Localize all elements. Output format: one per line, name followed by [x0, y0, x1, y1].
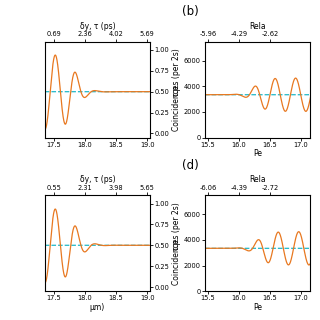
Text: (b): (b) [182, 5, 199, 18]
X-axis label: Pe: Pe [253, 149, 262, 158]
X-axis label: μm): μm) [90, 303, 105, 312]
X-axis label: Pe: Pe [253, 303, 262, 312]
Y-axis label: c.p.: c.p. [172, 83, 181, 96]
X-axis label: Rela: Rela [249, 175, 266, 184]
X-axis label: δy, τ (ps): δy, τ (ps) [80, 22, 115, 31]
Y-axis label: Coincidences (per 2s): Coincidences (per 2s) [172, 202, 181, 284]
X-axis label: Rela: Rela [249, 22, 266, 31]
Y-axis label: c.p.: c.p. [172, 236, 181, 250]
Y-axis label: Coincidences (per 2s): Coincidences (per 2s) [172, 48, 181, 131]
X-axis label: δy, τ (ps): δy, τ (ps) [80, 175, 115, 184]
Text: (d): (d) [182, 159, 199, 172]
